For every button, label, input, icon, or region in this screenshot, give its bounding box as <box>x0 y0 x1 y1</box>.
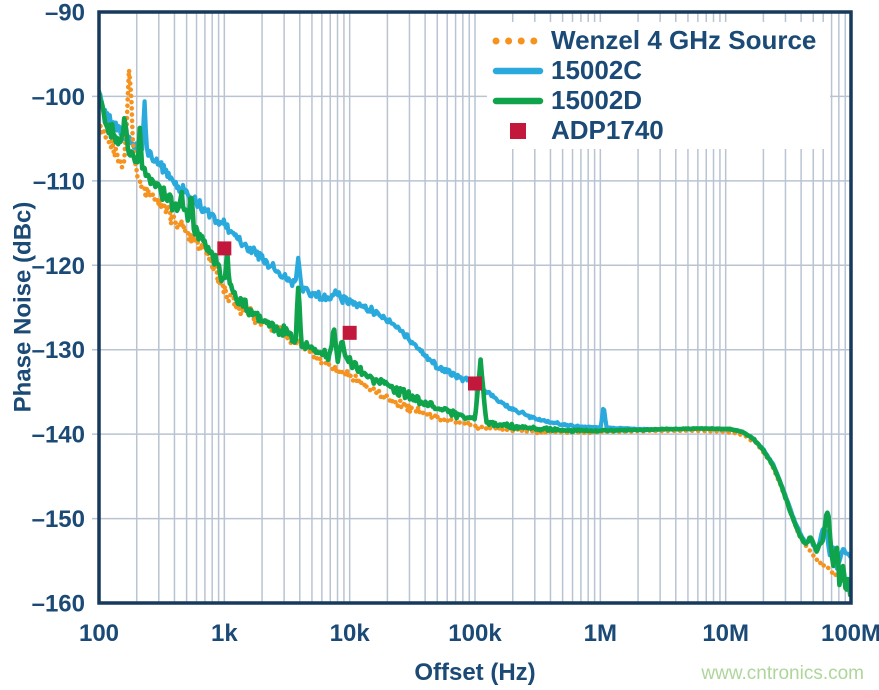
x-tick-label: 1M <box>584 620 617 647</box>
y-tick-label: –130 <box>32 337 85 364</box>
y-axis-tick-labels: –90 –100 –110 –120 –130 –140 –150 –160 <box>32 0 85 618</box>
legend-label: Wenzel 4 GHz Source <box>551 25 817 55</box>
plot-frame <box>97 10 853 605</box>
legend-item-15002c: 15002C <box>491 56 816 85</box>
y-tick-label: –140 <box>32 422 85 449</box>
y-tick-label: –90 <box>45 0 85 27</box>
y-tick-label: –120 <box>32 253 85 280</box>
x-tick-label: 100M <box>821 620 879 647</box>
y-tick-label: –150 <box>32 506 85 533</box>
legend-marker-solid-icon <box>492 97 544 104</box>
y-axis-title: Phase Noise (dBc) <box>10 202 37 413</box>
legend-label: 15002C <box>551 55 643 85</box>
x-tick-label: 10k <box>330 620 371 647</box>
y-tick-label: –160 <box>32 591 85 618</box>
watermark: www.cntronics.com <box>700 663 864 684</box>
legend-marker-squares-icon <box>510 122 526 139</box>
legend-item-15002d: 15002D <box>491 86 816 115</box>
grid <box>92 12 851 603</box>
legend-item-wenzel-4-ghz-source: Wenzel 4 GHz Source <box>491 26 816 55</box>
x-tick-label: 100k <box>448 620 502 647</box>
y-tick-label: –110 <box>33 168 85 195</box>
legend-label: ADP1740 <box>551 115 664 145</box>
adp1740-marker <box>217 241 232 256</box>
legend-item-adp1740: ADP1740 <box>491 116 816 145</box>
y-tick-label: –100 <box>32 84 85 111</box>
series-path-wenzel-4-ghz-source <box>99 67 851 590</box>
x-tick-label: 100 <box>79 620 119 647</box>
x-tick-label: 10M <box>702 620 749 647</box>
x-tick-label: 1k <box>211 620 238 647</box>
x-axis-title: Offset (Hz) <box>414 659 535 686</box>
legend: Wenzel 4 GHz Source 15002C 15002D ADP1740 <box>487 22 831 149</box>
legend-label: 15002D <box>551 85 643 115</box>
adp1740-marker <box>468 376 482 391</box>
legend-marker-solid-icon <box>492 67 544 74</box>
x-axis-tick-labels: 100 1k 10k 100k 1M 10M 100M <box>79 620 879 647</box>
legend-square <box>510 122 526 139</box>
series-markers <box>217 241 482 391</box>
legend-marker-dotted-icon <box>492 37 544 44</box>
series-path-15002d <box>99 89 851 598</box>
adp1740-marker <box>342 325 357 340</box>
